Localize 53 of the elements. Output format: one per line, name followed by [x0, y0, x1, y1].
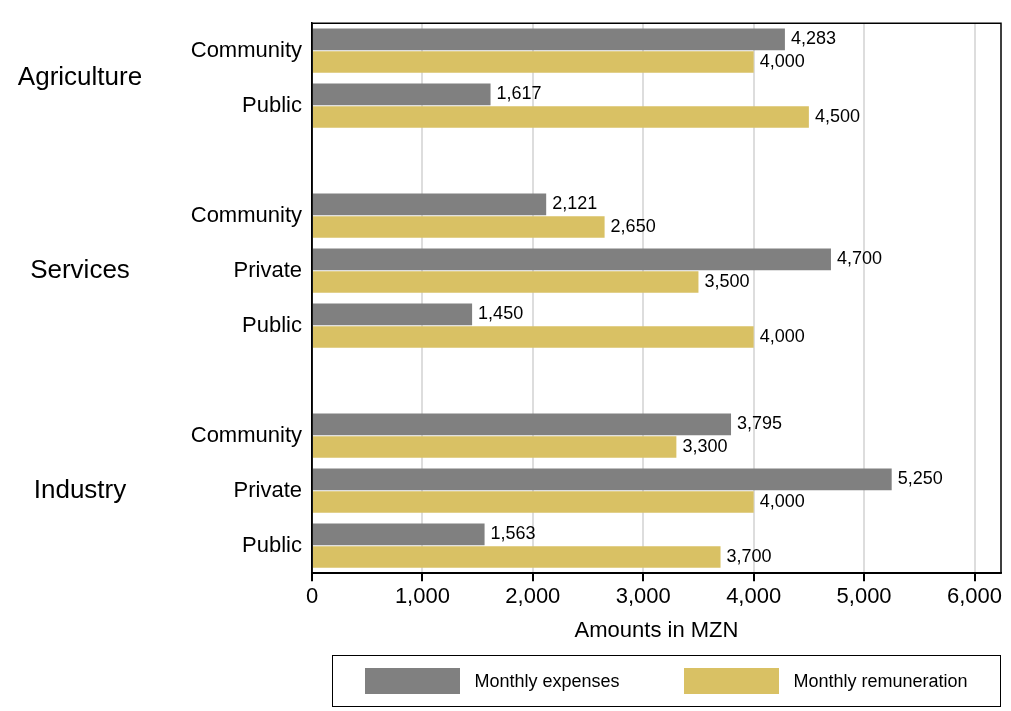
y-tick-label: Private — [233, 476, 302, 502]
x-tick-label: 2,000 — [505, 583, 561, 609]
y-tick-label: Private — [233, 256, 302, 282]
data-label: 4,283 — [790, 28, 836, 49]
text: Monthly expenses — [474, 670, 620, 692]
bar — [313, 523, 485, 546]
data-label: 1,450 — [478, 303, 524, 324]
data-label: 4,000 — [759, 490, 805, 511]
bar — [313, 28, 785, 51]
data-label: 2,121 — [552, 193, 598, 214]
data-label: 3,700 — [726, 545, 772, 566]
y-tick-label: Public — [242, 91, 302, 117]
x-tick-label: 6,000 — [946, 583, 1003, 609]
bar — [313, 413, 732, 436]
x-tick-label: 4,000 — [726, 583, 782, 609]
data-label: 5,250 — [897, 468, 943, 489]
y-tick-label: Community — [190, 201, 302, 227]
data-label: 4,000 — [759, 50, 805, 71]
y-tick-label: Public — [242, 311, 302, 337]
bar — [313, 193, 547, 216]
bar — [313, 468, 892, 491]
text: Monthly remuneration — [793, 670, 968, 692]
bar — [313, 491, 754, 513]
bar — [313, 271, 699, 293]
data-label: 4,700 — [836, 248, 883, 269]
x-tick-label: 5,000 — [836, 583, 892, 609]
bar — [313, 546, 721, 568]
x-tick-label: 0 — [305, 583, 319, 609]
y-tick-label: Public — [242, 531, 302, 557]
x-axis-title: Amounts in MZN — [574, 616, 739, 642]
data-label: 3,300 — [682, 435, 728, 456]
data-label: 3,795 — [737, 413, 783, 434]
data-label: 1,563 — [490, 523, 536, 544]
y-tick-label: Community — [190, 36, 302, 62]
x-tick-label: 1,000 — [394, 583, 450, 609]
text: Industry — [33, 473, 127, 504]
text: Agriculture — [17, 61, 143, 92]
data-label: 4,000 — [759, 325, 805, 346]
bar — [313, 248, 831, 271]
bar — [313, 106, 809, 128]
bar — [313, 303, 473, 326]
x-tick-label: 3,000 — [615, 583, 671, 609]
bar — [313, 326, 754, 348]
bar — [313, 216, 605, 238]
bar — [313, 436, 677, 458]
bar — [313, 83, 491, 106]
data-label: 1,617 — [496, 83, 542, 104]
data-label: 3,500 — [704, 270, 750, 291]
y-tick-label: Community — [190, 421, 302, 447]
data-label: 2,650 — [610, 215, 656, 236]
text: Services — [30, 253, 130, 284]
data-label: 4,500 — [814, 105, 860, 126]
bar — [313, 51, 754, 73]
